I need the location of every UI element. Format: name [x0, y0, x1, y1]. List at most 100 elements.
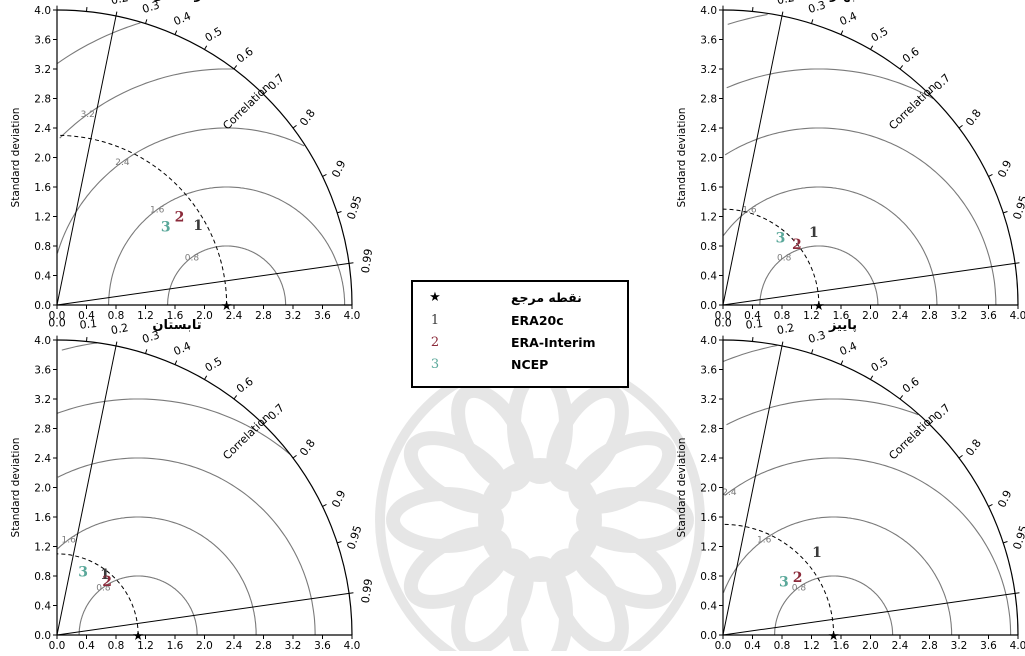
model-point-2: 2: [792, 237, 802, 253]
model-point-3: 3: [161, 219, 171, 235]
correlation-tick-label: 0.5: [203, 25, 225, 45]
correlation-tick-label: 0.95: [1011, 524, 1025, 551]
y-tick-label: 4.0: [34, 335, 51, 347]
y-tick-label: 3.6: [34, 35, 51, 47]
y-tick-label: 0.4: [700, 271, 717, 283]
rms-contour-label: 1.6: [757, 536, 772, 546]
correlation-tick: [349, 593, 353, 594]
panel-title: پاییز: [828, 318, 857, 333]
model-point-3: 3: [776, 231, 786, 247]
y-tick-label: 2.0: [34, 153, 51, 165]
correlation-tick: [1015, 263, 1019, 264]
watermark-pattern: [380, 360, 700, 651]
model-point-1: 1: [193, 218, 203, 234]
correlation-tick-label: 0.8: [963, 437, 984, 459]
y-tick-label: 2.8: [34, 424, 51, 436]
panel-title: بهار: [829, 0, 856, 3]
correlation-tick: [234, 65, 237, 69]
y-tick-label: 0.4: [34, 271, 51, 283]
panel-title: تابستان: [152, 318, 201, 333]
y-tick-label: 3.6: [700, 365, 717, 377]
correlation-tick-label: 0.9: [329, 488, 348, 509]
correlation-tick-label: 0.0: [48, 316, 66, 329]
correlation-tick-label: 0.2: [776, 321, 796, 337]
rms-contour-label: 1.6: [62, 536, 77, 546]
rms-contour-label: 0.8: [185, 253, 200, 263]
correlation-line: [723, 593, 1015, 635]
correlation-tick-label: 0.8: [297, 107, 318, 129]
correlation-tick-label: 0.1: [79, 317, 98, 332]
correlation-tick: [205, 46, 207, 50]
x-tick-label: 3.6: [314, 310, 331, 322]
y-tick-label: 2.8: [700, 424, 717, 436]
correlation-tick-label: 0.6: [234, 375, 256, 396]
taylor-plot: 0.81.62.43.20.00.10.20.30.40.50.60.70.80…: [0, 0, 360, 322]
y-tick-label: 0.4: [34, 601, 51, 613]
taylor-panel-winter: 0.81.62.43.20.00.10.20.30.40.50.60.70.80…: [0, 0, 360, 326]
correlation-tick: [871, 376, 873, 380]
rms-contour: [725, 458, 1011, 635]
taylor-plot: 0.81.60.00.10.20.30.40.50.60.70.80.90.95…: [666, 0, 1025, 322]
y-tick-label: 1.6: [700, 182, 717, 194]
y-tick-label: 0.0: [34, 300, 51, 312]
rms-contour: [58, 458, 315, 635]
correlation-tick-label: 0.2: [110, 0, 130, 7]
correlation-tick: [959, 455, 963, 458]
rms-contour-label: 3.2: [81, 110, 95, 120]
correlation-tick: [234, 395, 237, 399]
x-tick-label: 1.2: [803, 640, 820, 652]
correlation-axis-title: Correlation: [886, 411, 938, 463]
correlation-line: [57, 16, 116, 305]
y-tick-label: 0.0: [700, 300, 717, 312]
reference-star-marker: ★: [813, 299, 825, 314]
correlation-tick-label: 0.4: [838, 339, 859, 358]
y-tick-label: 1.2: [700, 542, 717, 554]
legend-symbol-1: 1: [425, 313, 445, 328]
legend-symbol-2: 2: [425, 335, 445, 350]
y-tick-label: 3.6: [34, 365, 51, 377]
correlation-tick-label: 0.5: [869, 25, 891, 45]
correlation-axis-title: Correlation: [220, 81, 272, 133]
correlation-tick: [146, 19, 147, 23]
legend-label: ERA-Interim: [511, 335, 596, 350]
correlation-tick: [337, 542, 341, 543]
y-tick-label: 1.6: [34, 512, 51, 524]
y-tick-label: 2.4: [700, 123, 717, 135]
x-tick-label: 0.4: [744, 640, 761, 652]
x-tick-label: 0.8: [774, 640, 791, 652]
y-tick-label: 3.2: [700, 64, 717, 76]
correlation-tick: [1015, 593, 1019, 594]
rms-contour: [727, 69, 934, 99]
y-tick-label: 2.4: [700, 453, 717, 465]
correlation-tick-label: 0.0: [714, 316, 732, 329]
taylor-panel-spring: 0.81.60.00.10.20.30.40.50.60.70.80.90.95…: [666, 0, 1025, 326]
std-max-arc: [723, 340, 1018, 635]
correlation-tick-label: 0.9: [995, 158, 1014, 179]
x-tick-label: 3.2: [951, 310, 968, 322]
correlation-tick-label: 0.1: [79, 0, 98, 2]
y-tick-label: 1.6: [34, 182, 51, 194]
correlation-line: [723, 16, 782, 305]
correlation-tick-label: 0.4: [172, 9, 193, 28]
legend-label: ERA20c: [511, 313, 564, 328]
x-tick-label: 4.0: [1010, 310, 1025, 322]
correlation-tick: [812, 349, 813, 353]
y-tick-label: 1.2: [700, 212, 717, 224]
x-tick-label: 4.0: [344, 640, 361, 652]
panel-title: زمستان: [152, 0, 202, 3]
model-point-2: 2: [175, 209, 185, 225]
legend-label: نقطه مرجع: [511, 290, 582, 305]
correlation-tick-label: 0.9: [329, 158, 348, 179]
star-icon: ★: [425, 290, 445, 305]
rms-contour: [728, 15, 768, 25]
x-tick-label: 2.4: [892, 310, 909, 322]
y-tick-label: 0.8: [34, 571, 51, 583]
y-tick-label: 1.6: [700, 512, 717, 524]
x-tick-label: 0.0: [715, 640, 732, 652]
x-tick-label: 2.0: [862, 640, 879, 652]
correlation-tick-label: 0.5: [869, 355, 891, 375]
x-tick-label: 2.0: [196, 640, 213, 652]
correlation-tick: [812, 19, 813, 23]
y-tick-label: 4.0: [34, 5, 51, 17]
y-axis-title: Standard deviation: [676, 438, 688, 538]
